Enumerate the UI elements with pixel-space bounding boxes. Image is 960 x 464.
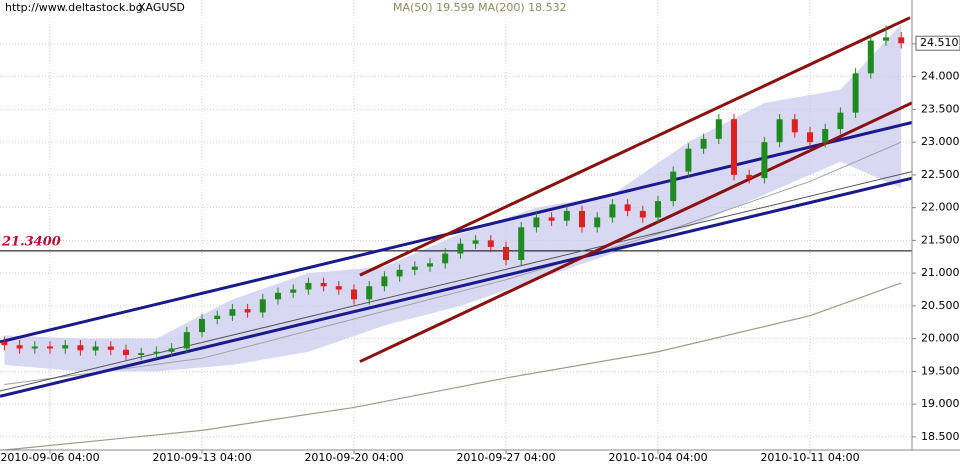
x-tick-label: 2010-10-04 04:00: [608, 451, 707, 464]
y-tick-label: 22.000: [921, 201, 960, 214]
candle-body: [746, 174, 753, 179]
candle-body: [92, 346, 99, 351]
candle-body: [731, 119, 738, 175]
candle-body: [837, 112, 844, 130]
last-price-label: 24.510: [920, 36, 959, 49]
candle-body: [761, 142, 768, 179]
symbol: XAGUSD: [138, 1, 185, 14]
candle-body: [259, 299, 266, 313]
y-tick-label: 19.500: [921, 364, 960, 377]
x-tick-label: 2010-10-11 04:00: [760, 451, 859, 464]
candle-body: [199, 318, 206, 333]
candle-body: [822, 129, 829, 143]
candle-body: [16, 345, 23, 349]
candle-body: [244, 309, 251, 313]
candle-body: [609, 204, 616, 218]
candle-body: [77, 345, 84, 351]
candle-body: [62, 345, 69, 349]
candle-body: [214, 315, 221, 319]
level-label: 21.3400: [1, 234, 61, 249]
candle-body: [290, 289, 297, 293]
candle-body: [594, 217, 601, 228]
y-tick-label: 19.000: [921, 397, 960, 410]
candle-body: [670, 171, 677, 202]
trend-line: [0, 176, 913, 398]
candle-body: [335, 286, 342, 290]
y-tick-label: 24.000: [921, 70, 960, 83]
candle-body: [381, 276, 388, 287]
candle-body: [791, 119, 798, 133]
plot: 21.3400: [0, 0, 913, 451]
trend-line: [0, 121, 913, 344]
candle-body: [807, 132, 814, 143]
candle-body: [47, 346, 54, 349]
candle-body: [183, 332, 190, 349]
candle-body: [1, 341, 8, 346]
trend-line: [4, 282, 902, 451]
candle-body: [867, 40, 874, 74]
trend-line: [359, 101, 913, 363]
y-tick-label: 20.000: [921, 332, 960, 345]
y-tick-label: 21.000: [921, 266, 960, 279]
candle-body: [320, 282, 327, 287]
candle-body: [883, 37, 890, 41]
candle-body: [852, 73, 859, 113]
candle-body: [898, 37, 905, 44]
candle-body: [776, 119, 783, 143]
trend-line: [4, 141, 902, 385]
candle-body: [275, 292, 282, 300]
candle-body: [153, 351, 160, 354]
candle-body: [351, 289, 358, 300]
candle-body: [579, 210, 586, 228]
candle-body: [31, 346, 38, 349]
candle-body: [548, 217, 555, 221]
x-tick-label: 2010-09-06 04:00: [0, 451, 99, 464]
candle-body: [366, 286, 373, 300]
candle-body: [123, 349, 130, 356]
y-tick-label: 23.500: [921, 102, 960, 115]
y-tick-label: 18.500: [921, 430, 960, 443]
x-tick-label: 2010-09-13 04:00: [152, 451, 251, 464]
candle-body: [700, 138, 707, 149]
candle-body: [168, 348, 175, 352]
candle-body: [533, 217, 540, 228]
candle-body: [396, 269, 403, 277]
candle-body: [655, 201, 662, 218]
band: [4, 24, 902, 372]
source: http://www.deltastock.bg: [5, 1, 143, 14]
candle-body: [442, 253, 449, 264]
x-tick-label: 2010-09-20 04:00: [304, 451, 403, 464]
candle-body: [411, 266, 418, 270]
candle-body: [472, 240, 479, 244]
candle-body: [503, 246, 510, 261]
candle-body: [563, 210, 570, 221]
candle-body: [518, 227, 525, 261]
candle-body: [685, 148, 692, 172]
candle-body: [487, 240, 494, 247]
trend-line: [0, 171, 913, 392]
candle-body: [138, 353, 145, 356]
indicator-label: MA(50) 19.599 MA(200) 18.532: [393, 1, 567, 14]
trend-line: [359, 16, 911, 277]
candle-body: [639, 210, 646, 218]
candle-body: [229, 309, 236, 316]
y-tick-label: 22.500: [921, 168, 960, 181]
y-tick-label: 23.000: [921, 135, 960, 148]
y-tick-label: 20.500: [921, 299, 960, 312]
last-price-box: [915, 35, 960, 51]
candle-body: [427, 263, 434, 267]
candle-body: [457, 243, 464, 254]
y-tick-label: 21.500: [921, 233, 960, 246]
candle-body: [107, 346, 114, 350]
candle-body: [624, 204, 631, 211]
x-tick-label: 2010-09-27 04:00: [456, 451, 555, 464]
candle-body: [715, 119, 722, 139]
candle-body: [305, 282, 312, 290]
